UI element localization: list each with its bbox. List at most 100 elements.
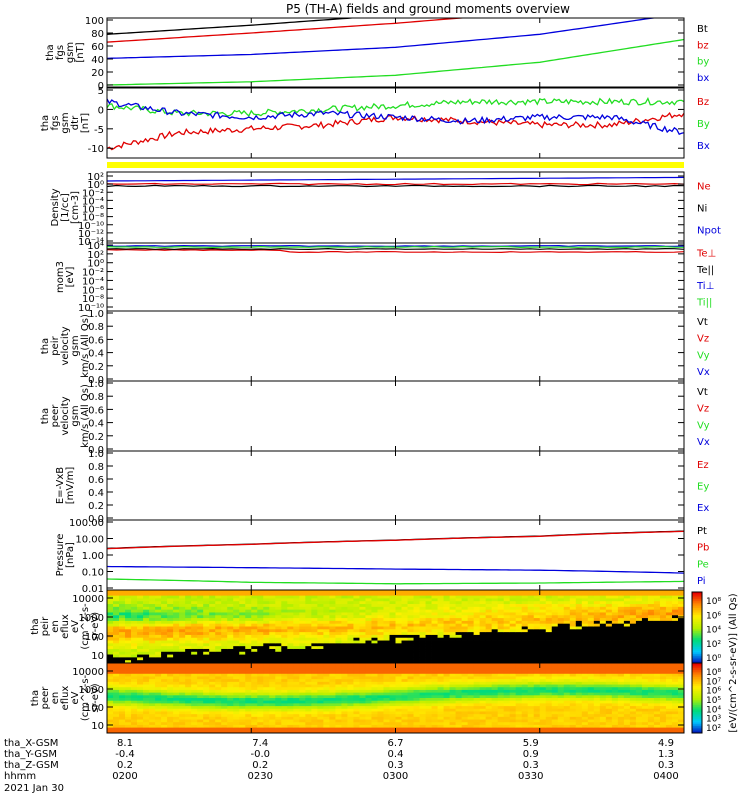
heatmap-cell [383,660,390,664]
heatmap-cell [467,700,475,704]
heatmap-cell [473,719,481,723]
heatmap-cell [299,626,306,630]
heatmap-cell [467,665,475,669]
heatmap-cell [527,623,535,627]
heatmap-cell [323,660,330,664]
heatmap-cell [653,651,661,655]
heatmap-cell [317,612,324,616]
heatmap-cell [641,618,649,622]
heatmap-cell [563,648,571,653]
heatmap-cell [557,724,565,729]
heatmap-cell [419,719,426,723]
heatmap-cell [185,700,192,704]
heatmap-cell [179,665,186,669]
heatmap-cell [383,665,390,669]
heatmap-cell [203,592,210,597]
heatmap-cell [641,637,649,641]
heatmap-cell [407,719,414,723]
heatmap-cell [461,637,469,641]
heatmap-cell [197,692,204,696]
heatmap-cell [119,727,126,731]
heatmap-cell [341,671,348,675]
heatmap-cell [275,703,282,707]
heatmap-cell [251,673,258,677]
heatmap-cell [635,606,643,611]
heatmap-cell [449,711,456,715]
heatmap-cell [161,609,168,613]
heatmap-cell [599,620,607,625]
heatmap-cell [245,730,252,734]
heatmap-cell [215,695,222,699]
heatmap-cell [569,684,577,688]
heatmap-cell [173,618,180,622]
heatmap-cell [581,618,589,622]
heatmap-cell [149,676,156,680]
heatmap-cell [431,716,438,720]
y-axis-label: dtr [70,115,81,130]
heatmap-cell [167,620,174,625]
heatmap-cell [497,634,505,639]
heatmap-cell [335,620,342,625]
heatmap-cell [503,651,511,655]
heatmap-cell [179,714,186,718]
heatmap-cell [395,604,402,608]
heatmap-cell [335,634,342,639]
heatmap-cell [413,671,420,675]
heatmap-cell [545,651,553,655]
heatmap-cell [515,660,523,664]
heatmap-cell [155,711,162,715]
legend-npot: Npot [697,226,721,237]
heatmap-cell [395,626,402,630]
legend-pi: Pi [697,576,706,587]
heatmap-cell [161,606,168,611]
heatmap-cell [269,654,276,658]
heatmap-cell [473,601,481,605]
heatmap-cell [605,706,613,710]
heatmap-cell [551,706,559,710]
heatmap-cell [557,623,565,627]
heatmap-cell [263,673,270,677]
heatmap-cell [119,612,126,616]
heatmap-cell [173,679,180,683]
heatmap-cell [461,711,469,715]
heatmap-cell [347,676,354,680]
legend-ni: Ni [697,204,707,215]
heatmap-cell [413,637,420,641]
heatmap-cell [275,684,282,688]
heatmap-cell [647,629,655,633]
heatmap-cell [563,643,571,647]
heatmap-cell [137,632,144,636]
heatmap-cell [323,722,330,726]
heatmap-cell [581,681,589,685]
heatmap-cell [419,730,426,734]
heatmap-cell [239,620,246,625]
heatmap-cell [485,657,493,661]
heatmap-cell [305,598,312,602]
heatmap-cell [281,626,288,630]
heatmap-cell [671,592,679,597]
heatmap-cell [617,648,625,653]
heatmap-cell [185,673,192,677]
heatmap-cell [491,643,499,647]
heatmap-cell [305,612,312,616]
heatmap-cell [659,660,667,664]
heatmap-cell [317,676,324,680]
heatmap-cell [635,609,643,613]
heatmap-cell [287,640,294,644]
heatmap-cell [491,727,499,731]
heatmap-cell [107,604,114,608]
heatmap-cell [491,615,499,619]
heatmap-cell [281,663,288,667]
heatmap-cell [137,657,144,661]
heatmap-cell [167,592,174,597]
heatmap-cell [197,727,204,731]
y-tick-label: 10⁻¹⁴ [78,237,104,248]
heatmap-cell [311,595,318,599]
heatmap-cell [431,727,438,731]
heatmap-cell [185,657,192,661]
heatmap-cell [113,640,120,644]
heatmap-cell [233,698,240,702]
heatmap-cell [383,673,390,677]
heatmap-cell [245,590,252,594]
heatmap-cell [509,643,517,647]
